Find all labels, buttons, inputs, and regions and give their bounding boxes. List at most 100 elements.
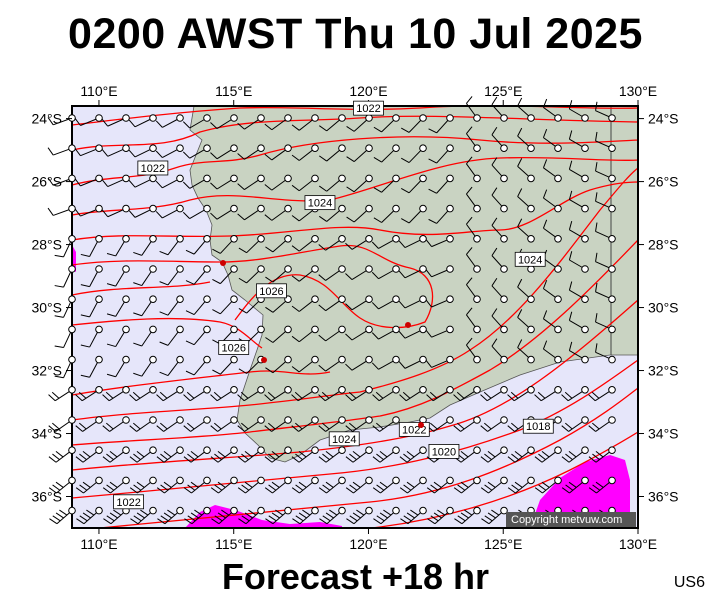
wind-barb	[534, 386, 562, 402]
wind-barb	[399, 446, 427, 463]
wind-barb	[265, 325, 292, 343]
wind-barb	[264, 174, 292, 191]
wind-barb	[210, 144, 238, 160]
wind-barb	[466, 96, 481, 122]
wind-barb	[428, 114, 454, 134]
wind-barb	[428, 204, 454, 224]
wind-barb	[346, 506, 373, 525]
wind-barb	[237, 114, 265, 130]
isobar-label: 1024	[328, 431, 360, 447]
svg-text:1022: 1022	[141, 163, 165, 175]
wind-barb	[292, 506, 319, 525]
wind-barb	[426, 386, 454, 402]
forecast-label: Forecast +18 hr	[221, 556, 490, 597]
wind-barb	[318, 235, 346, 251]
wind-barb	[156, 416, 184, 432]
wind-barb	[182, 114, 211, 129]
lon-label-top: 120°E	[349, 83, 387, 99]
wind-barb	[74, 174, 103, 187]
wind-barb	[425, 265, 454, 278]
wind-barb	[75, 416, 103, 432]
wind-barb	[264, 476, 292, 494]
wind-barb	[318, 325, 346, 342]
wind-barb	[291, 476, 319, 494]
wind-barb	[372, 446, 400, 463]
wind-barb	[212, 295, 238, 315]
wind-barb	[398, 295, 427, 309]
wind-barb	[371, 295, 400, 310]
lon-label-top: 115°E	[215, 83, 252, 99]
wind-barb	[238, 235, 265, 254]
lat-label-left: 32°S	[31, 363, 62, 379]
wind-barb	[183, 416, 211, 432]
wind-barb	[130, 506, 157, 525]
wind-barb	[156, 386, 184, 402]
wind-barb	[568, 281, 589, 304]
wind-barb	[210, 174, 238, 190]
svg-text:1024: 1024	[308, 198, 332, 210]
lon-label-top: 130°E	[619, 83, 657, 99]
wind-barb	[542, 219, 562, 243]
wind-barb	[49, 506, 76, 525]
wind-barb	[210, 114, 238, 130]
wind-barb	[466, 216, 481, 243]
svg-text:1026: 1026	[259, 286, 283, 298]
wind-barb	[542, 189, 562, 213]
wind-barb	[568, 130, 589, 152]
wind-barb	[291, 144, 319, 161]
wind-barb	[398, 265, 427, 279]
wind-barb	[517, 339, 535, 364]
wind-barb	[428, 174, 454, 194]
isobar-label: 1022	[353, 100, 384, 116]
wind-barb	[507, 386, 535, 402]
wind-barb	[373, 144, 400, 163]
wind-barb	[182, 174, 211, 189]
isobar-label: 1020	[428, 444, 460, 459]
wind-barb	[74, 114, 103, 126]
wind-barb	[184, 506, 211, 525]
wind-barb	[129, 446, 157, 463]
wind-barb	[133, 295, 157, 317]
wind-barb	[491, 157, 508, 183]
wind-barb	[159, 265, 184, 286]
wind-barb	[80, 235, 103, 257]
wind-barb	[517, 278, 535, 304]
wind-barb	[128, 174, 157, 188]
wind-barb	[491, 278, 508, 304]
wind-barb	[400, 114, 427, 133]
wind-barb	[102, 446, 130, 463]
wind-barb	[588, 476, 616, 494]
wind-barb	[319, 144, 346, 162]
wind-barb	[106, 295, 130, 317]
wind-barb	[291, 235, 319, 252]
wind-barb	[542, 98, 562, 122]
wind-barb	[318, 386, 346, 402]
wind-barb	[588, 446, 616, 463]
wind-barb	[210, 386, 238, 402]
svg-text:1026: 1026	[221, 342, 245, 354]
wind-barb	[346, 114, 373, 132]
precip-south	[185, 505, 342, 528]
lon-label-bottom: 110°E	[80, 536, 117, 552]
wind-barb	[425, 325, 454, 338]
wind-barb	[373, 174, 400, 193]
wind-barb	[345, 476, 373, 494]
wind-barb	[318, 265, 346, 281]
wind-barb	[265, 235, 292, 253]
wind-barb	[466, 126, 481, 152]
wind-barb	[264, 144, 292, 161]
wind-barb	[210, 476, 238, 494]
wind-barb	[595, 343, 616, 364]
wind-barb	[185, 355, 211, 376]
location-dot	[418, 422, 424, 428]
wind-barb	[517, 127, 535, 152]
wind-barb	[427, 506, 454, 525]
wind-barb	[480, 446, 508, 463]
wind-barb	[265, 265, 292, 283]
wind-barb	[54, 265, 76, 288]
lat-label-right: 36°S	[648, 489, 679, 505]
lat-label-left: 36°S	[31, 489, 62, 505]
wind-barb	[102, 416, 130, 432]
wind-barb	[156, 446, 184, 463]
wind-barb	[466, 337, 481, 364]
